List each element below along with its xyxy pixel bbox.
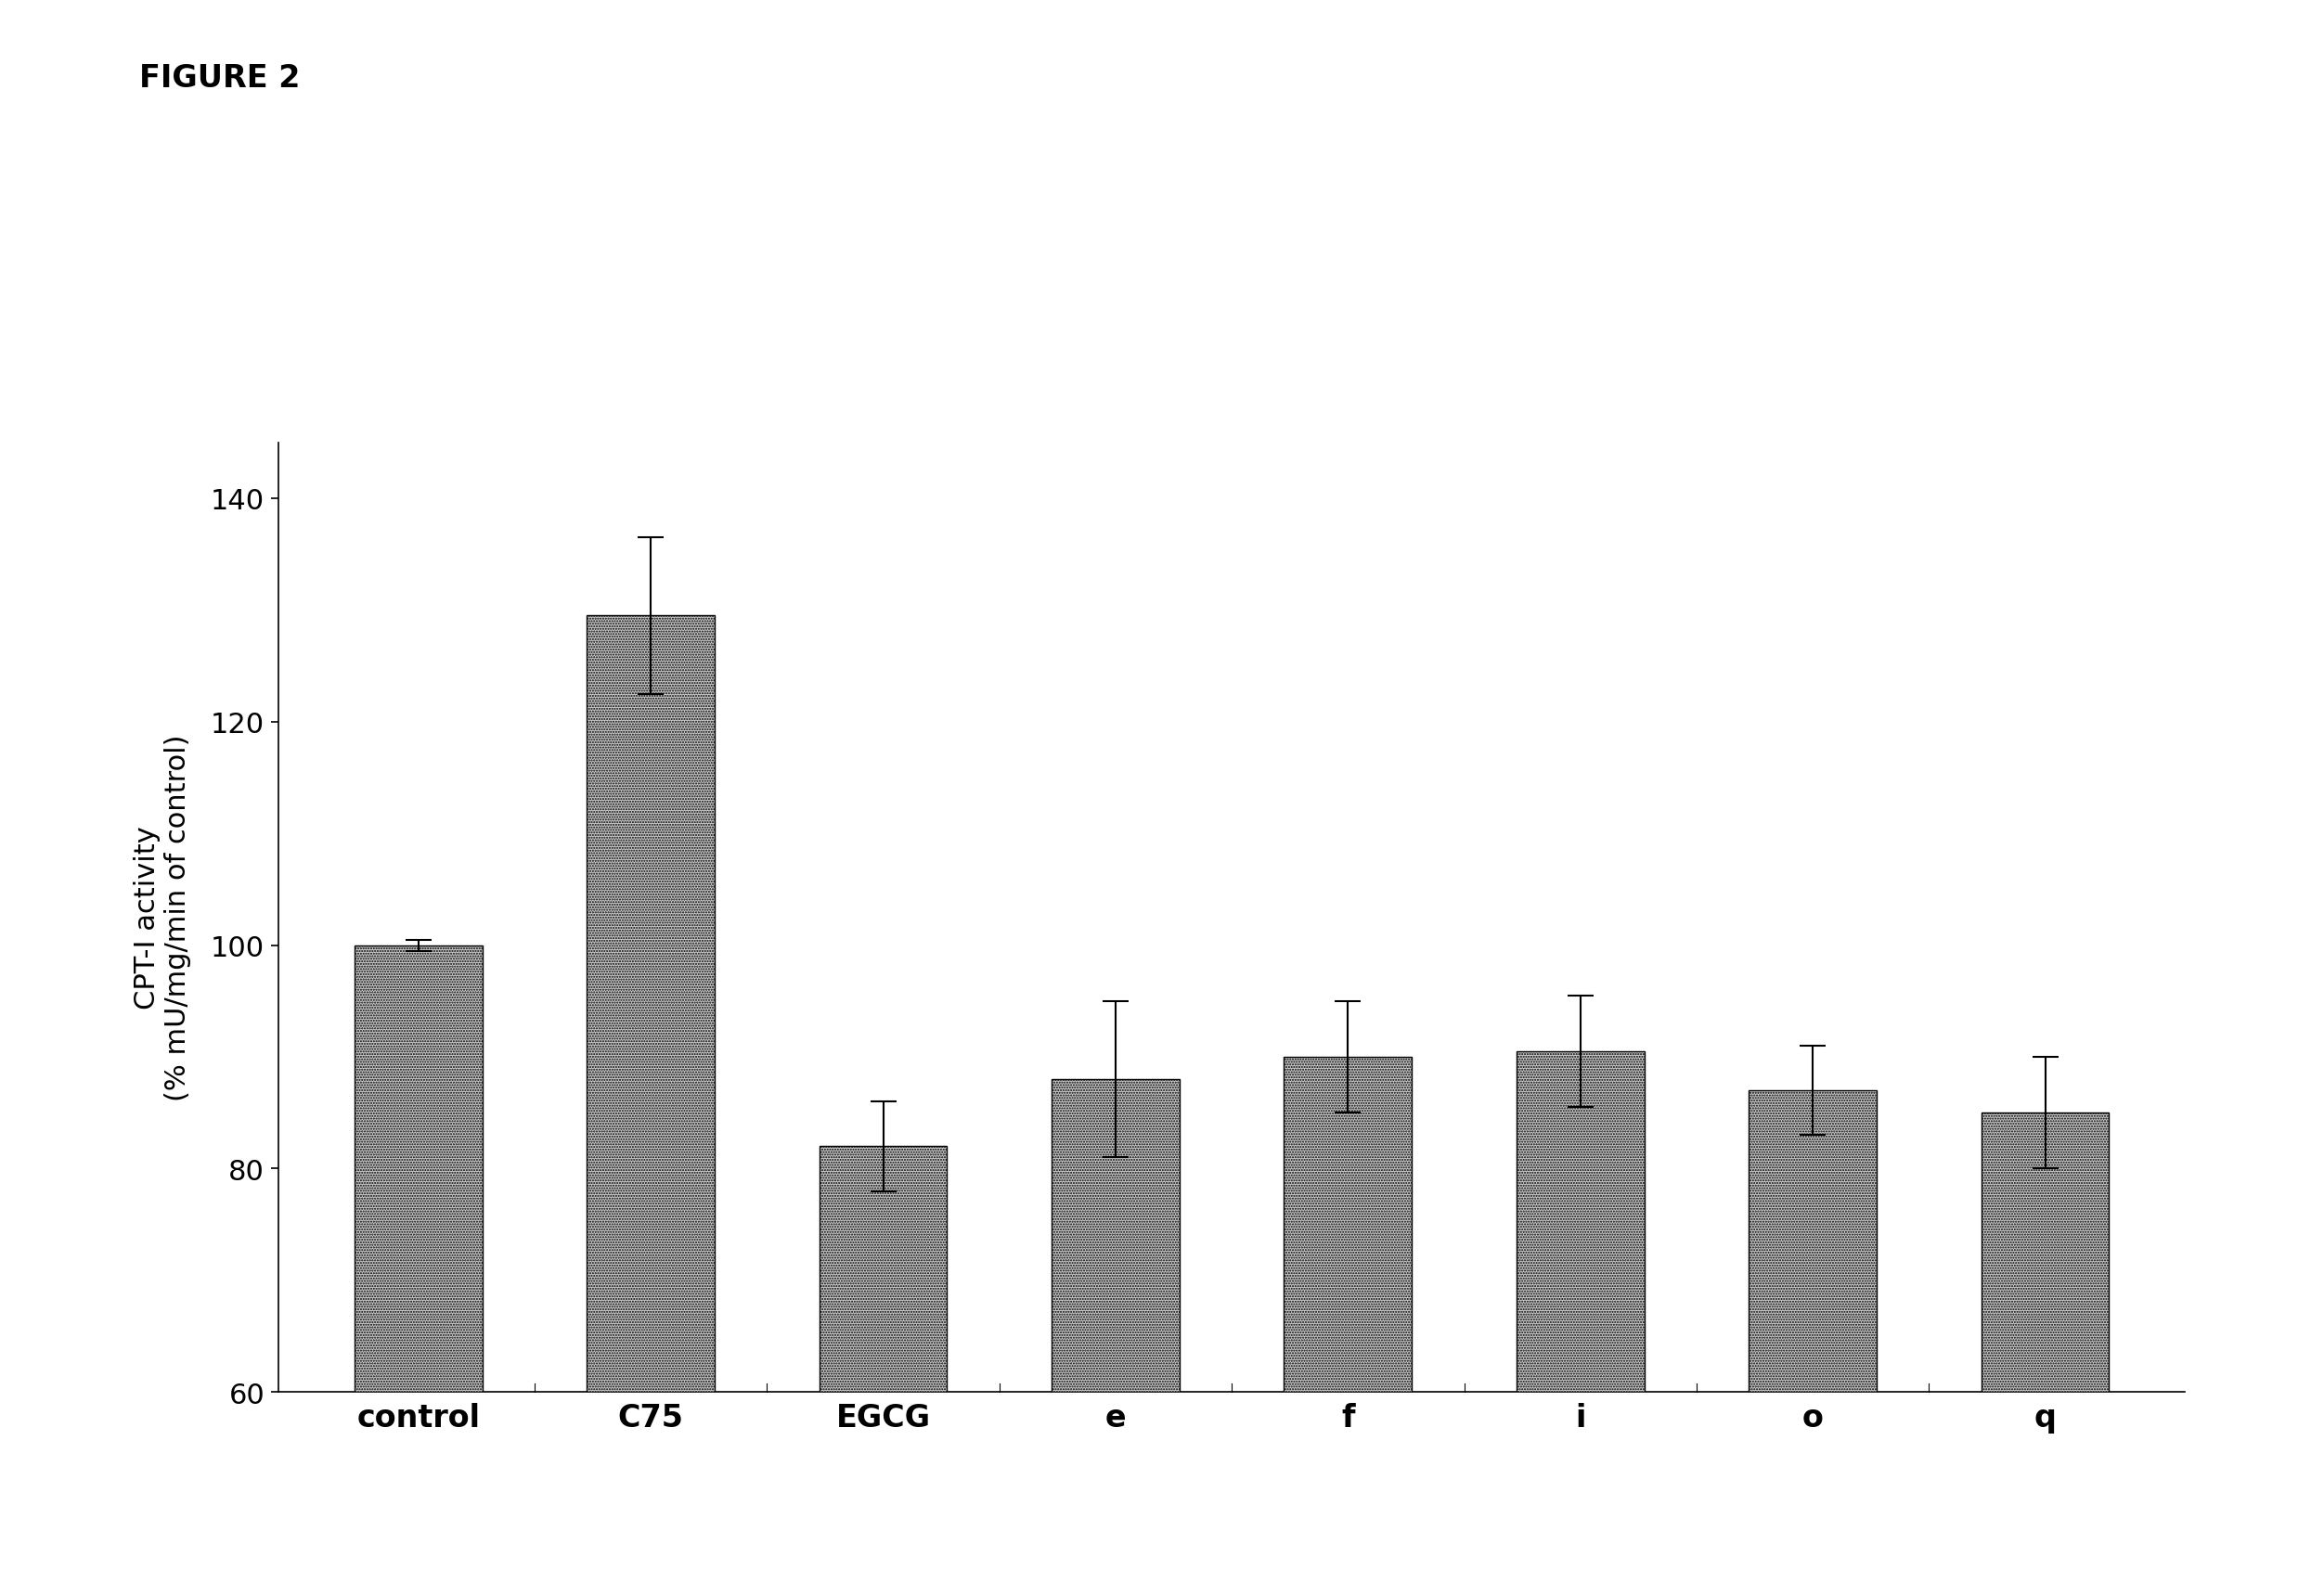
Bar bbox=[820, 1147, 948, 1392]
Bar bbox=[353, 946, 481, 1392]
Bar bbox=[1283, 1057, 1413, 1392]
Bar bbox=[586, 615, 716, 1392]
Y-axis label: CPT-I activity
(% mU/mg/min of control): CPT-I activity (% mU/mg/min of control) bbox=[132, 734, 191, 1101]
Bar bbox=[1980, 1114, 2108, 1392]
Bar bbox=[1748, 1090, 1878, 1392]
Bar bbox=[1515, 1052, 1643, 1392]
Text: FIGURE 2: FIGURE 2 bbox=[139, 63, 300, 93]
Bar bbox=[1050, 1079, 1178, 1392]
